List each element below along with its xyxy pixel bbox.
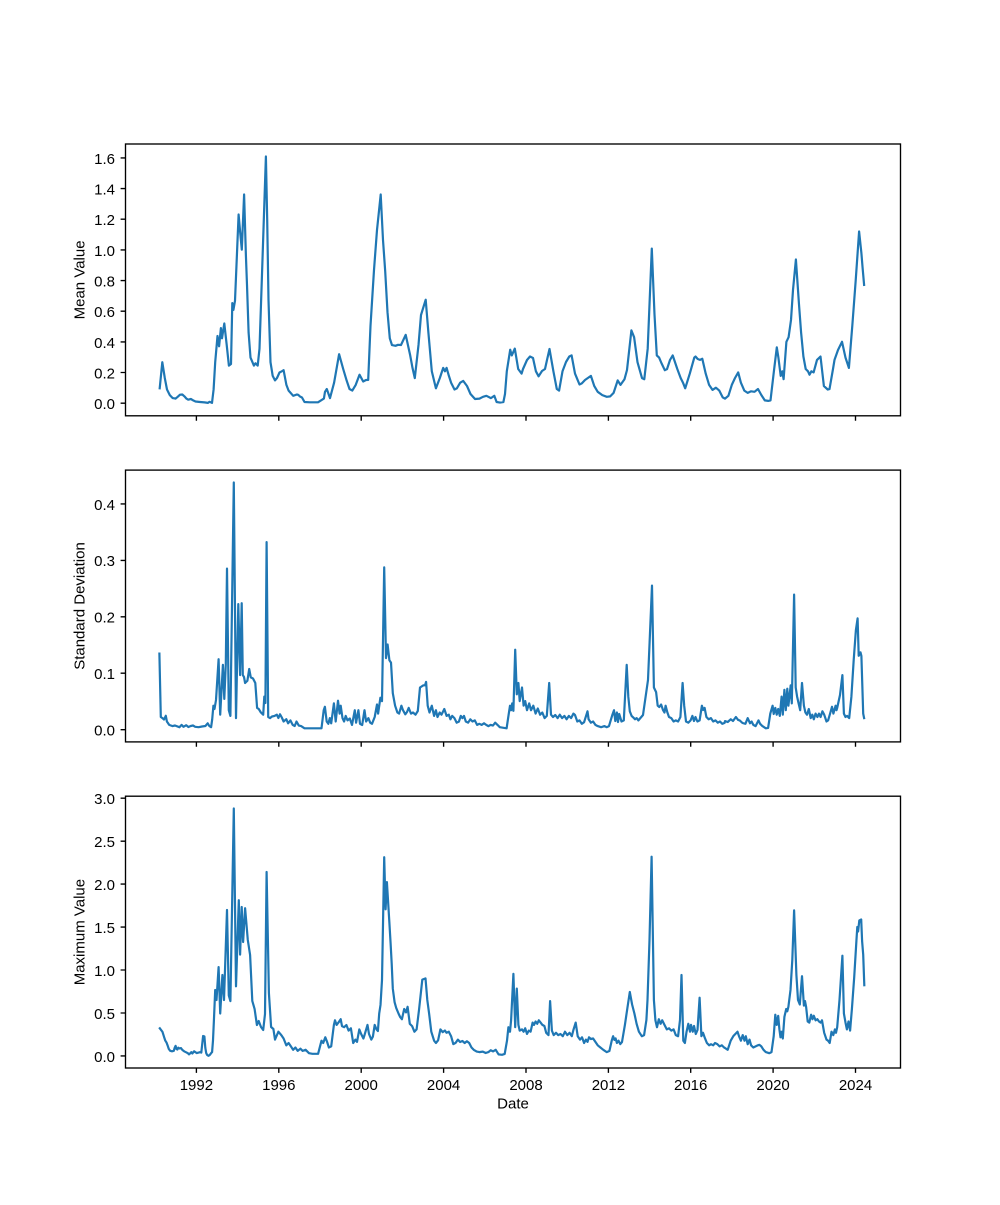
- svg-text:0.0: 0.0: [94, 1049, 115, 1066]
- svg-text:1.0: 1.0: [94, 243, 115, 260]
- svg-text:Standard Deviation: Standard Deviation: [72, 542, 89, 670]
- svg-text:0.4: 0.4: [94, 335, 115, 352]
- svg-text:2.5: 2.5: [94, 834, 115, 851]
- svg-text:0.0: 0.0: [94, 396, 115, 413]
- svg-text:1.0: 1.0: [94, 963, 115, 980]
- svg-text:1.5: 1.5: [94, 920, 115, 937]
- svg-text:Mean Value: Mean Value: [72, 240, 89, 319]
- svg-text:2012: 2012: [592, 1077, 625, 1094]
- svg-text:2.0: 2.0: [94, 877, 115, 894]
- svg-text:2008: 2008: [509, 1077, 542, 1094]
- svg-text:2016: 2016: [674, 1077, 707, 1094]
- svg-text:0.3: 0.3: [94, 553, 115, 570]
- svg-text:2024: 2024: [839, 1077, 872, 1094]
- svg-text:2000: 2000: [345, 1077, 378, 1094]
- svg-text:0.8: 0.8: [94, 274, 115, 291]
- svg-text:1996: 1996: [262, 1077, 295, 1094]
- svg-text:1.2: 1.2: [94, 212, 115, 229]
- svg-text:1.4: 1.4: [94, 182, 115, 199]
- svg-text:1992: 1992: [180, 1077, 213, 1094]
- svg-text:0.2: 0.2: [94, 610, 115, 627]
- svg-text:0.1: 0.1: [94, 666, 115, 683]
- svg-text:3.0: 3.0: [94, 791, 115, 808]
- svg-text:0.4: 0.4: [94, 497, 115, 514]
- svg-text:0.5: 0.5: [94, 1006, 115, 1023]
- svg-text:Maximum Value: Maximum Value: [72, 879, 89, 985]
- svg-text:2020: 2020: [756, 1077, 789, 1094]
- svg-text:2004: 2004: [427, 1077, 460, 1094]
- svg-text:0.2: 0.2: [94, 365, 115, 382]
- svg-text:1.6: 1.6: [94, 151, 115, 168]
- svg-text:Date: Date: [497, 1096, 529, 1113]
- svg-text:0.6: 0.6: [94, 304, 115, 321]
- svg-text:0.0: 0.0: [94, 723, 115, 740]
